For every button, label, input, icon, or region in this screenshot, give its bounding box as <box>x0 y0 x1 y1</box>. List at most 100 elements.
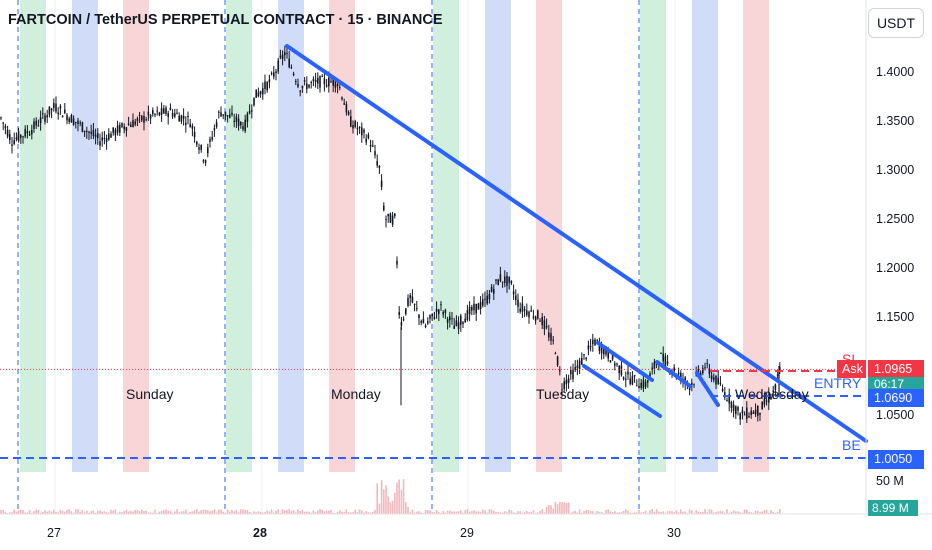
candle-body <box>163 108 165 114</box>
currency-button[interactable]: USDT <box>868 8 924 38</box>
candle-body <box>539 320 541 322</box>
volume-bar <box>48 510 51 514</box>
volume-bar <box>671 511 673 514</box>
volume-bar <box>215 512 218 514</box>
candle-body <box>684 377 686 383</box>
volume-bar <box>550 505 552 514</box>
volume-bar <box>292 509 295 514</box>
candle-body <box>125 127 128 131</box>
candle-body <box>273 72 275 77</box>
candle-body <box>380 180 383 187</box>
volume-bar <box>468 511 471 514</box>
candle-body <box>358 126 361 129</box>
candle-body <box>270 73 273 75</box>
candle-body <box>556 356 559 366</box>
candle-body <box>213 128 216 131</box>
volume-bar <box>759 512 761 514</box>
volume-bar <box>33 511 35 514</box>
candle-body <box>642 379 645 389</box>
candle-body <box>594 339 596 346</box>
candle-body <box>466 310 469 320</box>
price-axis-label: 1.1500 <box>876 310 915 324</box>
volume-bar <box>224 512 227 514</box>
volume-bar <box>125 509 128 514</box>
candle-body <box>583 354 585 356</box>
candle-body <box>770 396 772 400</box>
volume-bar <box>220 509 222 514</box>
candle-body <box>534 316 537 321</box>
volume-bar <box>301 509 304 514</box>
volume-bar <box>20 509 22 514</box>
candle-body <box>515 295 517 301</box>
candle-body <box>438 309 440 314</box>
candle-body <box>396 260 398 265</box>
volume-bar <box>572 511 574 514</box>
candle-body <box>385 219 387 221</box>
volume-bar <box>17 510 20 514</box>
volume-bar <box>262 512 264 514</box>
candle-body <box>334 79 337 88</box>
volume-bar <box>88 512 90 514</box>
volume-bar <box>605 509 607 514</box>
volume-bar <box>152 512 154 514</box>
volume-bar <box>682 511 684 514</box>
volume-bar <box>59 509 62 514</box>
volume-bar <box>713 512 715 514</box>
volume-bar <box>240 509 242 514</box>
volume-bar <box>653 511 656 514</box>
price-axis-label: 1.2500 <box>876 212 915 226</box>
candle-body <box>182 115 185 119</box>
candle-body <box>180 115 183 122</box>
candle-body <box>275 71 277 73</box>
candle-body <box>70 114 73 123</box>
candle-body <box>728 394 730 404</box>
volume-bar <box>746 509 748 514</box>
volume-bar <box>693 512 695 514</box>
candle-body <box>488 294 491 300</box>
volume-bar <box>321 509 323 514</box>
candle-body <box>149 114 152 119</box>
candle-body <box>633 374 636 377</box>
candle-body <box>493 288 495 294</box>
candle-body <box>592 339 594 345</box>
volume-bar <box>666 511 669 514</box>
candle-body <box>530 310 532 312</box>
candle-body <box>757 405 759 416</box>
session-band <box>72 0 98 472</box>
candle-body <box>521 303 524 312</box>
volume-bar <box>576 512 579 514</box>
volume-bar <box>457 511 460 514</box>
volume-bar <box>90 510 92 514</box>
candle-body <box>475 303 477 314</box>
candle-body <box>398 312 400 315</box>
candle-body <box>532 316 535 318</box>
candle-body <box>748 416 750 418</box>
candle-body <box>499 274 502 282</box>
volume-bar <box>451 511 453 514</box>
volume-bar <box>508 509 510 514</box>
candle-body <box>523 309 526 311</box>
session-band <box>536 0 562 472</box>
volume-bar <box>112 510 114 514</box>
volume-bar <box>640 512 642 514</box>
volume-bar <box>521 512 524 514</box>
candle-body <box>638 385 640 389</box>
candle-body <box>17 131 20 141</box>
candle-body <box>631 376 634 385</box>
candle-body <box>662 353 664 362</box>
volume-bar <box>24 512 26 514</box>
volume-bar <box>182 511 185 514</box>
candle-body <box>66 115 68 121</box>
volume-bar <box>248 511 251 514</box>
candle-body <box>754 409 757 415</box>
volume-bar <box>499 512 502 514</box>
volume-bar <box>378 503 381 514</box>
volume-bar <box>486 512 488 514</box>
candle-body <box>708 368 711 375</box>
candle-body <box>651 367 653 370</box>
volume-bar <box>748 511 750 514</box>
candle-body <box>574 367 576 371</box>
ask-tag: Ask <box>837 360 866 378</box>
candle-body <box>517 299 519 307</box>
